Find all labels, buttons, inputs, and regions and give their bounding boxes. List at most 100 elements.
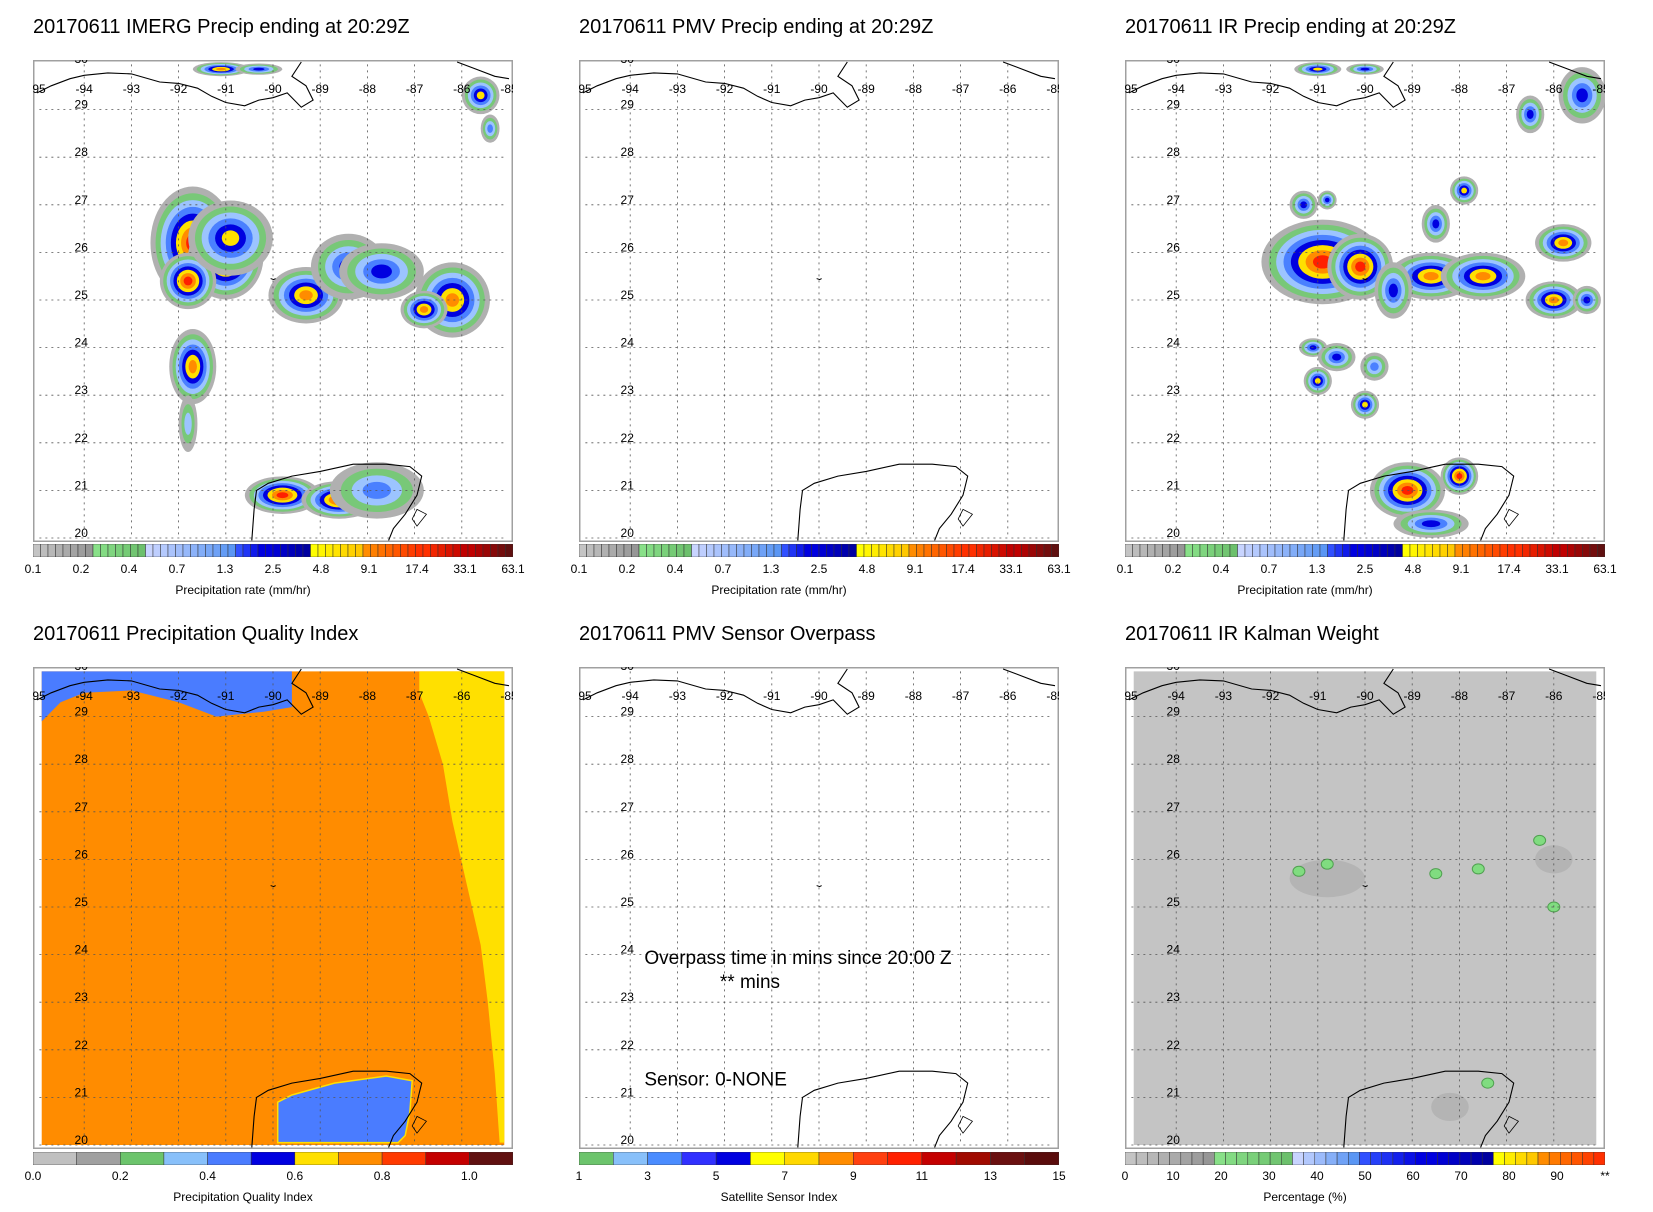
- colorbar-swatch: [1154, 544, 1163, 557]
- colorbar-swatch: [1593, 1152, 1605, 1165]
- colorbar-swatch: [668, 544, 677, 557]
- kalman-green-spot: [1320, 858, 1334, 870]
- lon-tick-label: -88: [359, 82, 377, 96]
- colorbar-swatch: [1267, 544, 1276, 557]
- lat-tick-label: 30: [75, 667, 89, 673]
- colorbar-swatch: [1304, 544, 1313, 557]
- colorbar-swatch: [392, 544, 401, 557]
- colorbar-tick-label: 0.1: [570, 562, 588, 576]
- lon-tick-label: -95: [33, 82, 46, 96]
- colorbar-swatch: [1325, 1152, 1338, 1165]
- precip-cell: [1461, 187, 1468, 194]
- lon-tick-label: -95: [579, 689, 592, 703]
- lon-tick-label: -92: [1262, 689, 1280, 703]
- colorbar-swatch: [1537, 1152, 1550, 1165]
- colorbar-swatch: [1342, 544, 1351, 557]
- colorbar-swatch: [1043, 544, 1052, 557]
- colorbar-precip: [579, 544, 1059, 557]
- colorbar-tick-label: 13: [983, 1169, 998, 1183]
- colorbar-tick-label: 1.0: [461, 1169, 478, 1183]
- colorbar-tick-label: 60: [1406, 1169, 1420, 1183]
- colorbar-swatch: [400, 544, 409, 557]
- lon-tick-label: -91: [763, 82, 781, 96]
- colorbar-tick-label: 2.5: [810, 562, 828, 576]
- colorbar-title: Satellite Sensor Index: [720, 1190, 838, 1204]
- colorbar-swatch: [1469, 544, 1478, 557]
- colorbar-tick-label: 0.7: [714, 562, 732, 576]
- colorbar-tick-label: 5: [712, 1169, 720, 1183]
- colorbar-tick-label: 90: [1550, 1169, 1564, 1183]
- colorbar-swatch: [1357, 544, 1366, 557]
- colorbar-swatch: [437, 544, 446, 557]
- lat-tick-label: 23: [621, 990, 635, 1004]
- colorbar-swatch: [377, 544, 386, 557]
- colorbar-swatch: [1424, 544, 1433, 557]
- lat-tick-label: 27: [75, 800, 89, 814]
- colorbar-swatch: [207, 1152, 252, 1165]
- colorbar-tick-label: 9: [849, 1169, 857, 1183]
- colorbar-swatch: [998, 544, 1007, 557]
- lon-tick-label: -90: [810, 689, 828, 703]
- colorbar-swatch: [921, 1152, 957, 1165]
- colorbar-swatch: [1147, 544, 1156, 557]
- precip-cell: [1312, 67, 1323, 71]
- colorbar-title: Precipitation rate (mm/hr): [1237, 583, 1373, 597]
- colorbar-swatch: [460, 544, 469, 557]
- lat-tick-label: 24: [621, 943, 635, 957]
- lon-tick-label: -89: [312, 82, 330, 96]
- lat-tick-label: 30: [621, 60, 635, 66]
- colorbar-swatch: [681, 1152, 717, 1165]
- lat-tick-label: 28: [1167, 145, 1181, 159]
- lon-tick-label: -95: [579, 82, 592, 96]
- colorbar-swatch: [848, 544, 857, 557]
- lon-tick-label: -87: [1498, 689, 1516, 703]
- colorbar-swatch: [968, 544, 977, 557]
- kalman-shade: [1535, 845, 1573, 874]
- panel-title: 20170611 IMERG Precip ending at 20:29Z: [33, 16, 410, 38]
- colorbar-swatch: [1582, 1152, 1595, 1165]
- colorbar-tick-label: 3: [644, 1169, 651, 1183]
- colorbar-swatch: [115, 544, 124, 557]
- precip-cell: [476, 91, 485, 100]
- coastline: [36, 61, 314, 108]
- colorbar-swatch: [120, 1152, 165, 1165]
- colorbar-swatch: [145, 544, 154, 557]
- colorbar-swatch: [381, 1152, 426, 1165]
- colorbar-swatch: [1336, 1152, 1349, 1165]
- colorbar-swatch: [758, 544, 767, 557]
- lat-tick-label: 24: [75, 943, 89, 957]
- kalman-green-spot: [1429, 868, 1443, 880]
- lat-tick-label: 28: [75, 145, 89, 159]
- coastline: [1548, 668, 1602, 687]
- lon-tick-label: -87: [406, 82, 424, 96]
- colorbar-swatch: [469, 1152, 513, 1165]
- precip-cell: [276, 492, 289, 499]
- colorbar-swatch: [1259, 544, 1268, 557]
- colorbar-swatch: [92, 544, 101, 557]
- colorbar-swatch: [338, 1152, 383, 1165]
- colorbar-swatch: [1244, 544, 1253, 557]
- colorbar-swatch: [1484, 544, 1493, 557]
- lat-tick-label: 22: [1167, 431, 1181, 445]
- lon-tick-label: -92: [170, 82, 188, 96]
- colorbar-swatch: [646, 544, 655, 557]
- colorbar-swatch: [841, 544, 850, 557]
- colorbar-swatch: [955, 1152, 991, 1165]
- coastline: [582, 668, 860, 715]
- coastline: [1343, 463, 1515, 541]
- colorbar-swatch: [70, 544, 79, 557]
- map-frame: [579, 60, 1059, 542]
- lat-tick-label: 23: [75, 383, 89, 397]
- lon-tick-label: -87: [1498, 82, 1516, 96]
- panel-title: 20170611 PMV Sensor Overpass: [579, 623, 876, 645]
- colorbar-swatch: [1414, 1152, 1427, 1165]
- coastline: [251, 1070, 423, 1148]
- lat-tick-label: 21: [621, 478, 635, 492]
- colorbar-swatch: [130, 544, 139, 557]
- colorbar-swatch: [1548, 1152, 1561, 1165]
- colorbar-swatch: [197, 544, 206, 557]
- lat-tick-label: 22: [1167, 1038, 1181, 1052]
- colorbar-swatch: [638, 544, 647, 557]
- colorbar-swatch: [1269, 1152, 1282, 1165]
- colorbar-swatch: [175, 544, 184, 557]
